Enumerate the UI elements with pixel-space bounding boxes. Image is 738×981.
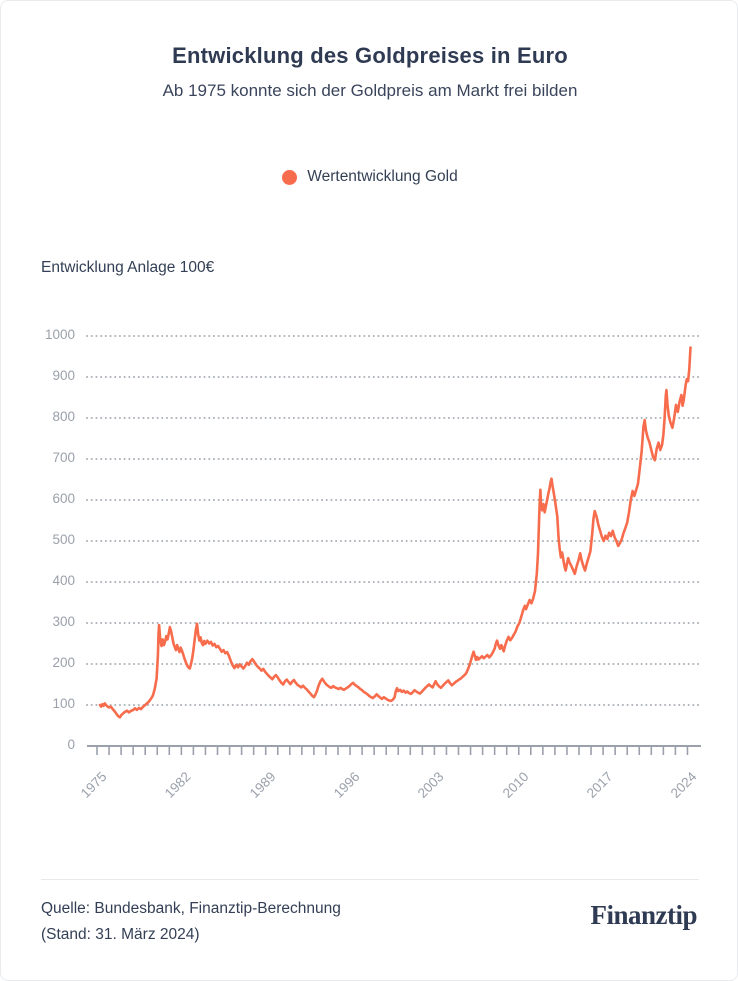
y-axis-label: 500 <box>52 532 75 547</box>
page-subtitle: Ab 1975 konnte sich der Goldpreis am Mar… <box>162 81 578 100</box>
y-axis-label: 300 <box>52 614 75 629</box>
y-axis-label: 200 <box>52 655 75 670</box>
y-axis-label: 0 <box>67 737 75 752</box>
y-axis-label: 100 <box>52 696 75 711</box>
y-axis-label: 900 <box>52 368 75 383</box>
gold-price-line <box>98 346 692 719</box>
y-axis-title: Entwicklung Anlage 100€ <box>41 259 215 276</box>
y-axis-label: 600 <box>52 491 75 506</box>
chart-legend: Wertentwicklung Gold <box>1 168 737 186</box>
source-line-2: (Stand: 31. März 2024) <box>41 926 200 943</box>
y-axis-label: 400 <box>52 573 75 588</box>
footer-divider <box>41 879 699 880</box>
page-title: Entwicklung des Goldpreises in Euro <box>172 43 568 68</box>
y-axis-label: 1000 <box>44 327 75 342</box>
finanztip-logo: Finanztip <box>590 900 697 930</box>
source-line-1: Quelle: Bundesbank, Finanztip-Berechnung <box>41 900 341 917</box>
legend-label: Wertentwicklung Gold <box>307 168 458 185</box>
source-note: Quelle: Bundesbank, Finanztip-Berechnung… <box>41 896 341 948</box>
y-axis-label: 800 <box>52 409 75 424</box>
legend-dot-icon <box>282 169 298 185</box>
y-axis-label: 700 <box>52 450 75 465</box>
